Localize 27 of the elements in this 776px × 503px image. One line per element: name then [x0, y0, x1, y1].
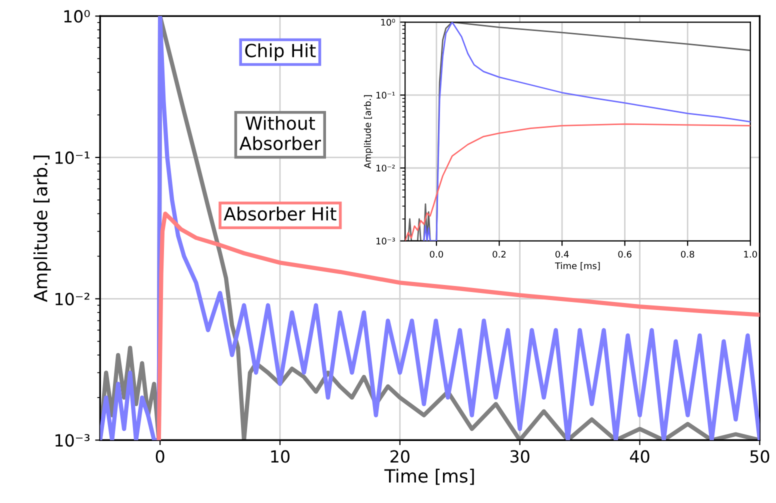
y-tick-label: 10⁰	[64, 10, 90, 23]
x-tick-label: 0.2	[492, 250, 506, 258]
y-tick-label: 10⁻¹	[376, 92, 395, 99]
x-tick-label: 50	[750, 450, 770, 463]
x-tick-label: 40	[630, 450, 650, 463]
series-label: Absorber Hit	[224, 206, 336, 221]
y-axis-title: Amplitude [arb.]	[33, 156, 51, 302]
y-tick-label: 10⁻³	[376, 238, 395, 244]
x-tick-label: 0.8	[681, 250, 694, 258]
x-axis-title: Time [ms]	[554, 262, 600, 270]
x-tick-label: 0.4	[555, 250, 569, 258]
y-tick-label: 10⁰	[381, 18, 396, 26]
x-tick-label: 0.6	[618, 250, 632, 258]
x-tick-label: 20	[390, 450, 410, 463]
y-tick-label: 10⁻²	[376, 164, 395, 172]
y-axis-title: Amplitude [arb.]	[364, 95, 373, 168]
x-tick-label: 0.0	[430, 250, 444, 258]
text: Without Absorber	[239, 116, 322, 150]
x-tick-label: 1.0	[744, 250, 757, 258]
x-axis-title: Time [ms]	[384, 468, 474, 485]
y-tick-label: 10⁻²	[56, 292, 90, 306]
text: Chip Hit	[245, 43, 316, 61]
x-tick-label: 10	[271, 450, 290, 463]
x-tick-label: 30	[510, 450, 530, 463]
y-tick-label: 10⁻¹	[56, 151, 90, 164]
x-tick-label: 0	[156, 450, 164, 463]
y-tick-label: 10⁻³	[56, 434, 90, 447]
